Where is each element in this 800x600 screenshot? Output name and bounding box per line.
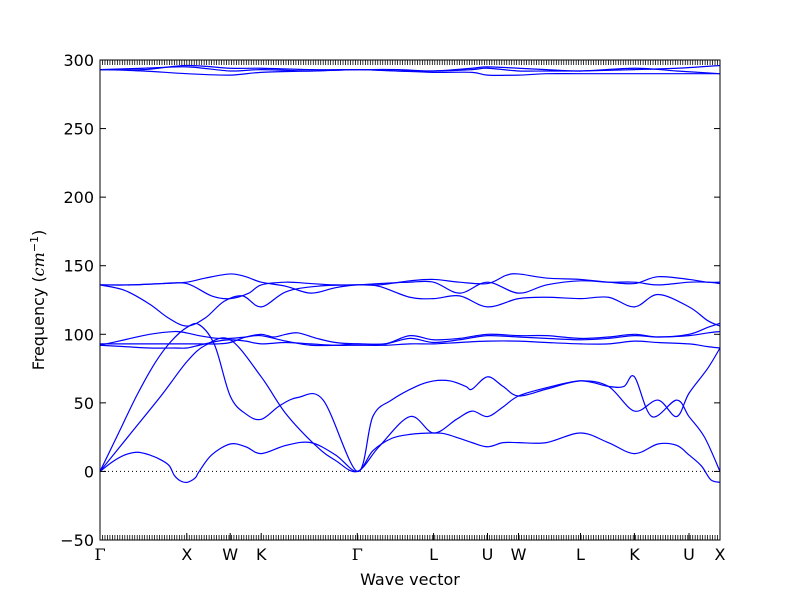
y-tick-label: 0: [84, 462, 94, 481]
phonon-band-7: [100, 284, 720, 327]
y-axis-label-unit: cm: [29, 252, 48, 276]
y-tick-label: 150: [63, 257, 94, 276]
y-tick-label: 100: [63, 325, 94, 344]
phonon-band-6: [100, 322, 720, 346]
phonon-band-4: [100, 339, 720, 349]
y-tick-label: 300: [63, 51, 94, 70]
band-lines: [100, 64, 720, 484]
phonon-band-10: [100, 68, 720, 76]
x-tick-label: L: [429, 545, 438, 564]
y-axis-label-close: ): [29, 230, 48, 236]
y-axis-label: Frequency (cm−1): [28, 230, 49, 371]
plot-area: [100, 64, 720, 484]
y-tick-label: 50: [74, 394, 94, 413]
phonon-band-1: [100, 432, 720, 484]
x-tick-label: L: [576, 545, 585, 564]
y-axis: −50 0 50 100 150 200 250 300: [60, 51, 720, 550]
x-tick-label: X: [715, 545, 726, 564]
x-tick-label: K: [629, 545, 640, 564]
phonon-band-3: [100, 337, 720, 473]
y-tick-label: 200: [63, 188, 94, 207]
phonon-band-9: [100, 273, 720, 294]
x-tick-label: U: [482, 545, 494, 564]
x-tick-label: W: [222, 545, 238, 564]
x-tick-label: Γ: [352, 545, 363, 564]
x-tick-label: K: [256, 545, 267, 564]
x-axis-label: Wave vector: [360, 570, 460, 589]
x-tick-label: Γ: [94, 545, 105, 564]
y-axis-label-exponent: −1: [28, 236, 41, 252]
y-axis-label-text: Frequency (: [29, 276, 48, 370]
phonon-band-12: [100, 64, 720, 75]
x-tick-label: W: [511, 545, 527, 564]
x-tick-label: X: [181, 545, 192, 564]
y-tick-label: 250: [63, 120, 94, 139]
x-tick-label: U: [683, 545, 695, 564]
y-tick-label: −50: [60, 531, 94, 550]
